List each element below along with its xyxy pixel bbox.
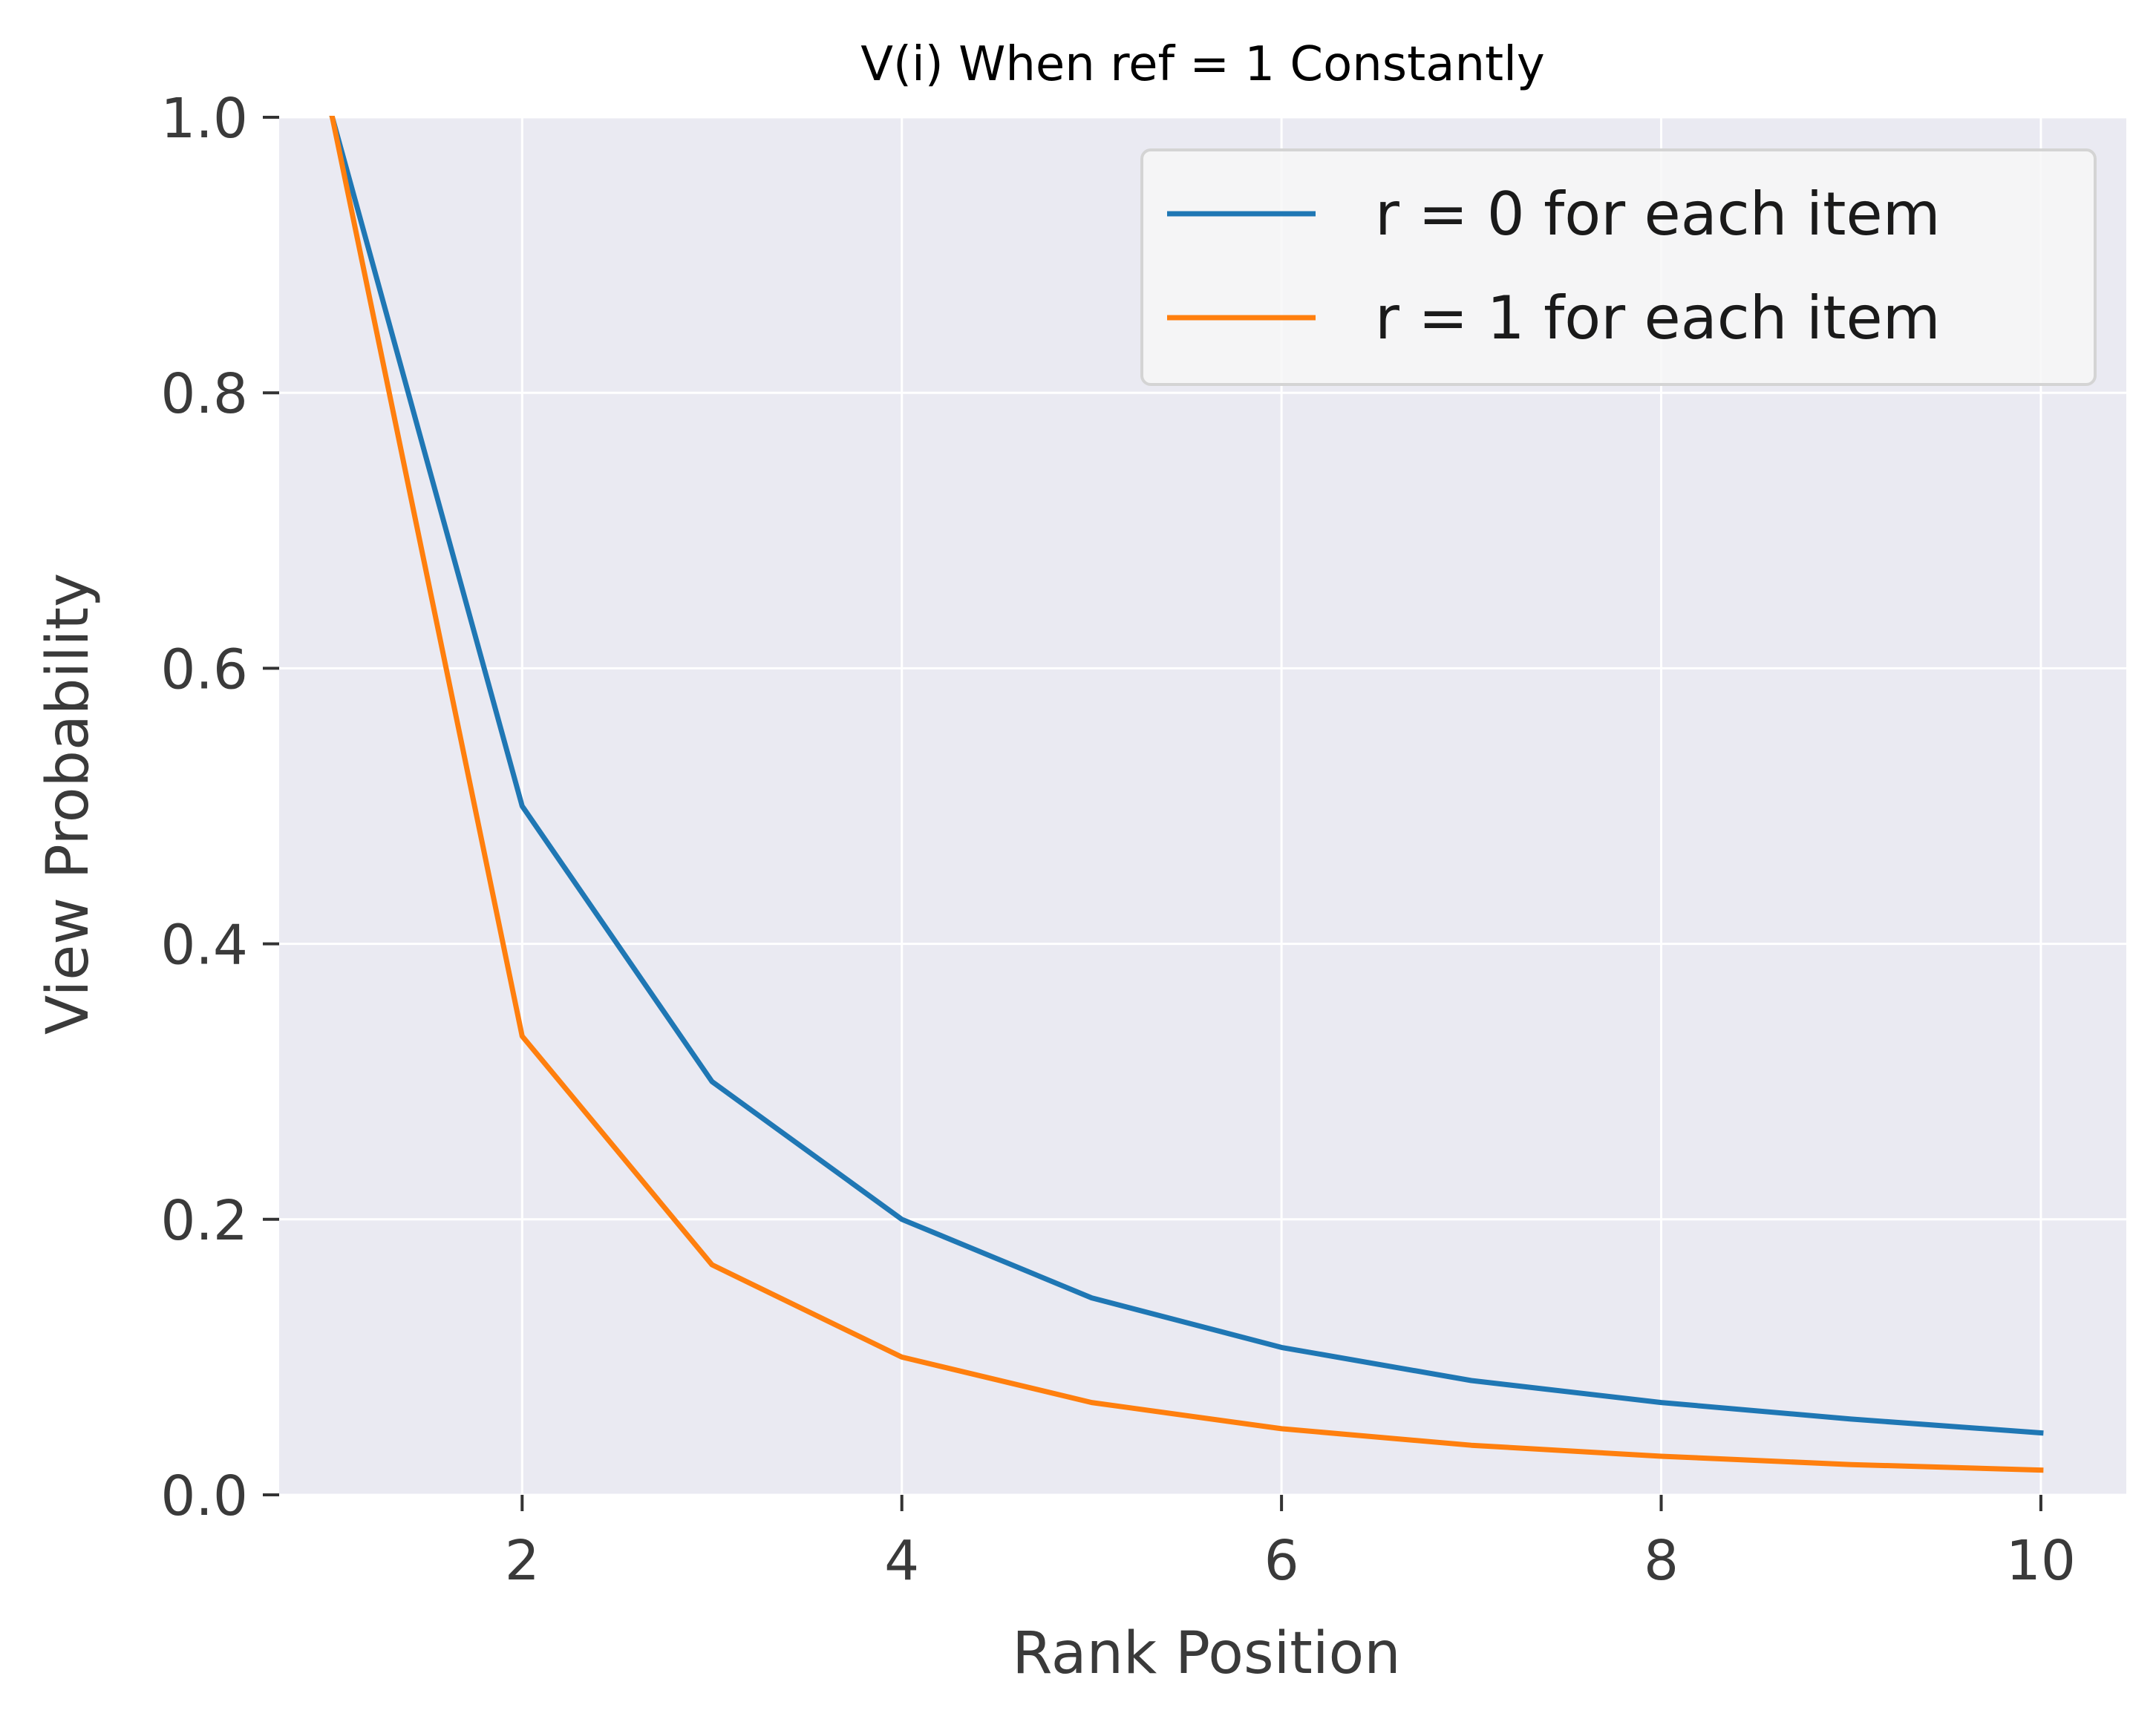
series-line-0 [329,116,2044,1436]
x-axis-label: Rank Position [1012,1620,1400,1687]
legend-label-0: r = 0 for each item [1375,180,1941,249]
x-tick-label: 8 [1644,1529,1679,1593]
y-tick-label: 0.8 [160,362,248,426]
y-tick-label: 1.0 [160,87,248,151]
y-tick-label: 0.6 [160,638,248,701]
legend: r = 0 for each item r = 1 for each item [1140,148,2097,386]
y-tick-label: 0.2 [160,1189,248,1253]
legend-frame [1140,148,2097,386]
y-tick-label: 0.4 [160,914,248,978]
legend-label-1: r = 1 for each item [1375,284,1941,353]
y-axis-label: View Probability [35,573,102,1035]
chart-title: V(i) When ref = 1 Constantly [860,37,1545,92]
x-tick-label: 4 [884,1529,919,1593]
y-tick-label: 0.0 [160,1464,248,1528]
series-line-1 [329,116,2044,1473]
x-tick-label: 2 [505,1529,540,1593]
x-tick-label: 6 [1264,1529,1299,1593]
data-series [329,116,2044,1473]
x-tick-label: 10 [2006,1529,2076,1593]
axis-ticks: 0.0 0.2 0.4 0.6 0.8 1.0 2 4 6 8 10 [160,87,2076,1593]
